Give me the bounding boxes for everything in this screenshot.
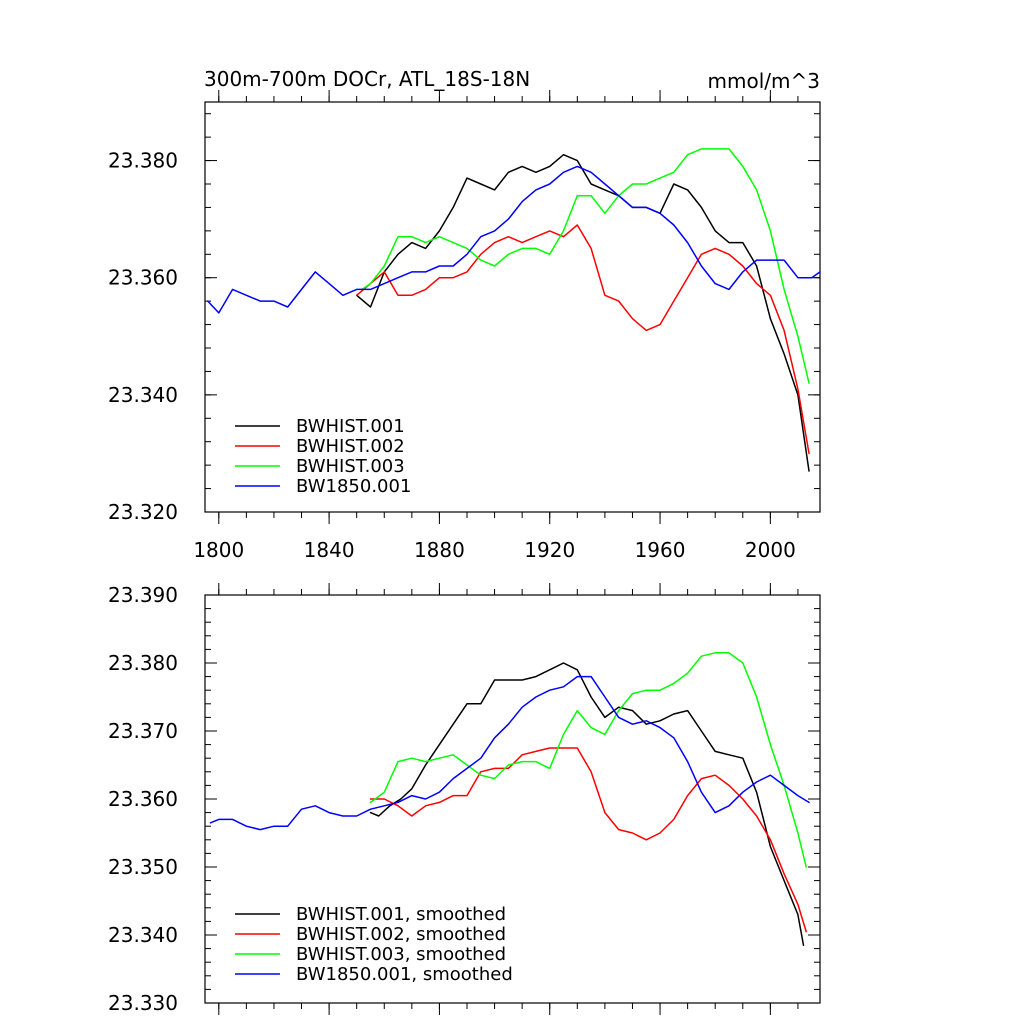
top-legend-label-2: BWHIST.002 [296, 436, 405, 457]
bottom-series-line-1 [369, 662, 805, 946]
top-x-tick-label: 1800 [193, 538, 244, 562]
top-y-tick-label: 23.340 [108, 383, 178, 407]
top-panel-units: mmol/m^3 [708, 69, 820, 93]
top-y-tick-label: 23.320 [108, 500, 178, 524]
bottom-legend-label-3: BWHIST.003, smoothed [296, 944, 506, 965]
bottom-y-tick-label: 23.350 [108, 855, 178, 879]
top-legend-label-3: BWHIST.003 [296, 456, 405, 477]
top-y-tick-label: 23.360 [108, 266, 178, 290]
bottom-legend-label-4: BW1850.001, smoothed [296, 964, 513, 985]
top-x-tick-label: 1880 [414, 538, 465, 562]
top-plot-frame [204, 101, 821, 513]
top-series-line-2 [355, 224, 810, 455]
bottom-series-line-4 [209, 675, 810, 831]
top-series-line-4 [207, 165, 821, 314]
top-x-tick-label: 2000 [745, 538, 796, 562]
top-series-line-3 [361, 148, 810, 384]
top-legend-label-4: BW1850.001 [296, 476, 411, 497]
bottom-y-tick-label: 23.330 [108, 991, 178, 1015]
bottom-legend-label-2: BWHIST.002, smoothed [296, 924, 506, 945]
top-series-line-1 [355, 153, 810, 472]
bottom-y-tick-label: 23.360 [108, 787, 178, 811]
bottom-series-line-2 [369, 747, 807, 933]
bottom-series-line-3 [369, 652, 807, 868]
bottom-y-tick-label: 23.380 [108, 651, 178, 675]
bottom-y-tick-label: 23.390 [108, 583, 178, 607]
top-legend-label-1: BWHIST.001 [296, 416, 405, 437]
top-panel-title: 300m-700m DOCr, ATL_18S-18N [204, 67, 530, 91]
bottom-panel: 23.330 23.340 23.350 23.360 23.370 23.380 23.3… [108, 583, 821, 1015]
bottom-legend-label-1: BWHIST.001, smoothed [296, 904, 506, 925]
bottom-y-tick-label: 23.340 [108, 923, 178, 947]
top-x-tick-label: 1960 [635, 538, 686, 562]
top-x-tick-label: 1920 [524, 538, 575, 562]
top-x-tick-label: 1840 [304, 538, 355, 562]
top-panel: 300m-700m DOCr, ATL_18S-18N mmol/m^3 23.… [108, 67, 821, 562]
top-y-tick-label: 23.380 [108, 149, 178, 173]
bottom-y-tick-label: 23.370 [108, 719, 178, 743]
